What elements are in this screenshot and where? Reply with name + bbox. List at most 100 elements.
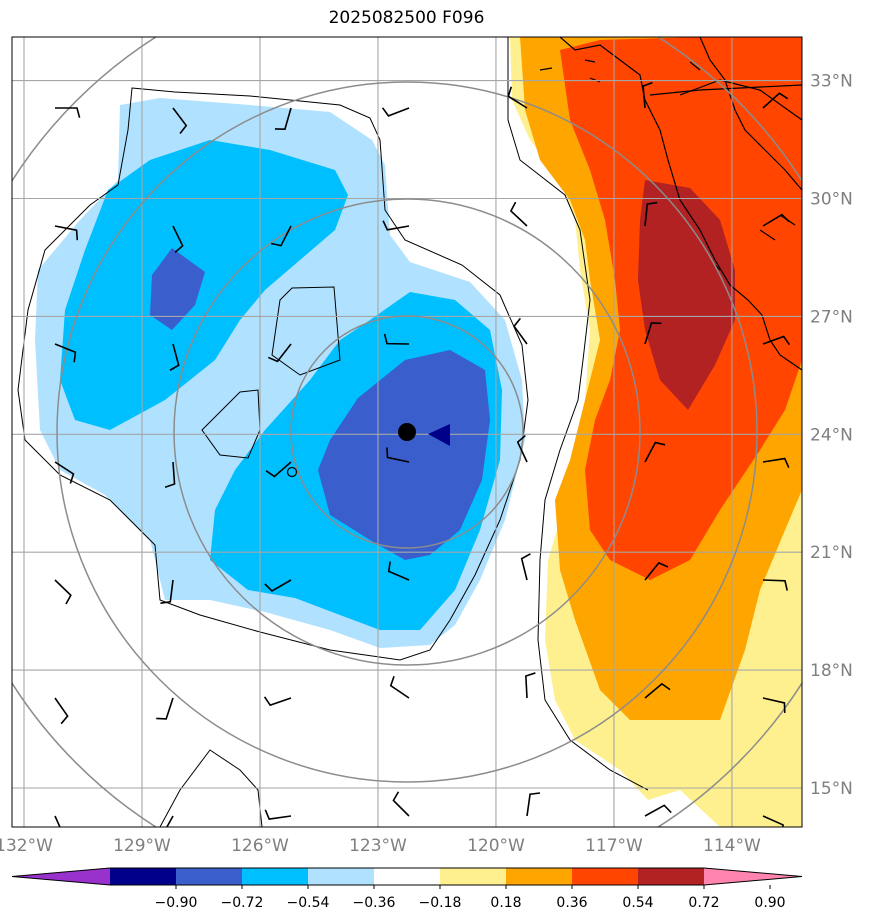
range-ring-1 — [290, 315, 524, 549]
colorbar-segment — [374, 868, 441, 885]
wind-barb — [642, 81, 653, 109]
wind-barb — [54, 579, 72, 605]
coastline — [539, 37, 802, 371]
wind-barb — [160, 579, 174, 605]
contour-fill-dark-red — [638, 180, 735, 410]
wind-barb — [392, 791, 410, 817]
contour-fill-medium-blue — [150, 248, 490, 560]
wind-barb — [644, 682, 671, 699]
colorbar: −0.90 −0.72 −0.54 −0.36 −0.18 0.18 0.36 0.54 0.7… — [11, 867, 803, 911]
open-circle-marker — [286, 466, 298, 478]
range-ring-2 — [173, 198, 641, 666]
colorbar-tick-label: −0.72 — [221, 895, 264, 911]
wind-barb — [267, 343, 292, 363]
wind-barbs — [54, 81, 791, 827]
colorbar-tick-label: 0.72 — [688, 895, 719, 911]
longitude-label: 120°W — [467, 836, 525, 856]
latitude-label: 30°N — [810, 190, 853, 210]
wind-barb — [271, 225, 292, 247]
colorbar-tick-label: 0.36 — [556, 895, 587, 911]
longitude-label: 132°W — [0, 836, 53, 856]
colorbar-tick-label: −0.54 — [287, 895, 330, 911]
storm-center-marker — [398, 423, 416, 441]
colorbar-segment — [176, 868, 243, 885]
wind-barb — [383, 333, 410, 345]
wind-barb — [526, 792, 541, 817]
colorbar-tick-label: −0.90 — [155, 895, 198, 911]
wind-barb — [644, 322, 662, 345]
wind-barb — [382, 220, 410, 231]
wind-barb — [762, 579, 789, 591]
longitude-labels: 132°W 129°W 126°W 123°W 120°W 117°W 114°W — [0, 836, 761, 856]
latitude-label: 18°N — [810, 661, 853, 681]
latitude-label: 24°N — [810, 425, 853, 445]
wind-barb — [644, 201, 658, 227]
latitude-label: 33°N — [810, 72, 853, 92]
wind-barb — [54, 815, 61, 827]
map-panel — [12, 37, 802, 827]
longitude-label: 123°W — [349, 836, 407, 856]
colorbar-extend-high — [704, 868, 802, 885]
longitude-label: 117°W — [585, 836, 643, 856]
wind-barb — [386, 447, 410, 463]
wind-barb — [169, 343, 180, 371]
wind-barb — [54, 697, 69, 725]
wind-barb — [509, 201, 528, 227]
wind-barb — [274, 107, 292, 130]
colorbar-segment — [440, 868, 507, 885]
wind-barb — [762, 815, 784, 827]
colorbar-outline — [11, 867, 803, 886]
wind-barb — [762, 213, 790, 227]
colorbar-segment — [506, 868, 573, 885]
range-rings — [12, 37, 802, 827]
wind-barb — [172, 225, 184, 253]
colorbar-extend-low — [12, 868, 110, 885]
colorbar-tick-label: −0.36 — [353, 895, 396, 911]
latitude-label: 15°N — [810, 779, 853, 799]
wind-barb — [520, 553, 531, 581]
longitude-label: 114°W — [703, 836, 761, 856]
colorbar-segment — [572, 868, 639, 885]
wind-barb — [516, 435, 528, 463]
wind-barb — [381, 107, 410, 117]
wind-barb — [525, 672, 536, 699]
storm-motion-arrow-icon — [428, 424, 450, 446]
longitude-label: 129°W — [113, 836, 171, 856]
wind-barb — [507, 86, 528, 109]
wind-barb — [644, 804, 672, 817]
map-frame — [11, 36, 803, 828]
latitude-label: 27°N — [810, 307, 853, 327]
wind-barb — [54, 343, 77, 363]
map-title: 2025082500 F096 — [328, 8, 485, 28]
wind-barb — [54, 461, 75, 484]
wind-barb — [172, 107, 188, 134]
wind-barb — [265, 461, 292, 478]
wind-barb — [513, 317, 528, 345]
negative-anomaly-fill — [35, 98, 525, 648]
latitude-labels: 15°N 18°N 21°N 24°N 27°N 30°N 33°N — [810, 72, 853, 799]
longitude-label: 126°W — [231, 836, 289, 856]
wind-barb — [54, 225, 79, 241]
colorbar-segment — [308, 868, 375, 885]
wind-barb — [164, 461, 176, 488]
wind-barb — [264, 809, 292, 820]
colorbar-segment — [110, 868, 177, 885]
colorbar-segment — [638, 868, 705, 885]
wind-barb — [156, 697, 174, 720]
wind-barb — [389, 675, 410, 699]
wind-barb — [165, 815, 174, 827]
colorbar-tick-label: 0.18 — [490, 895, 521, 911]
wind-barb — [762, 92, 789, 109]
wind-barb — [644, 561, 669, 581]
wind-barb — [55, 107, 81, 118]
latitude-label: 21°N — [810, 543, 853, 563]
wind-barb — [762, 335, 791, 346]
wind-barb — [387, 561, 410, 581]
colorbar-segment — [242, 868, 309, 885]
colorbar-tick-label: −0.18 — [419, 895, 462, 911]
wind-barb — [762, 457, 790, 469]
wind-barb — [264, 579, 292, 592]
wind-barb — [263, 696, 292, 707]
colorbar-tick-label: 0.54 — [622, 895, 653, 911]
